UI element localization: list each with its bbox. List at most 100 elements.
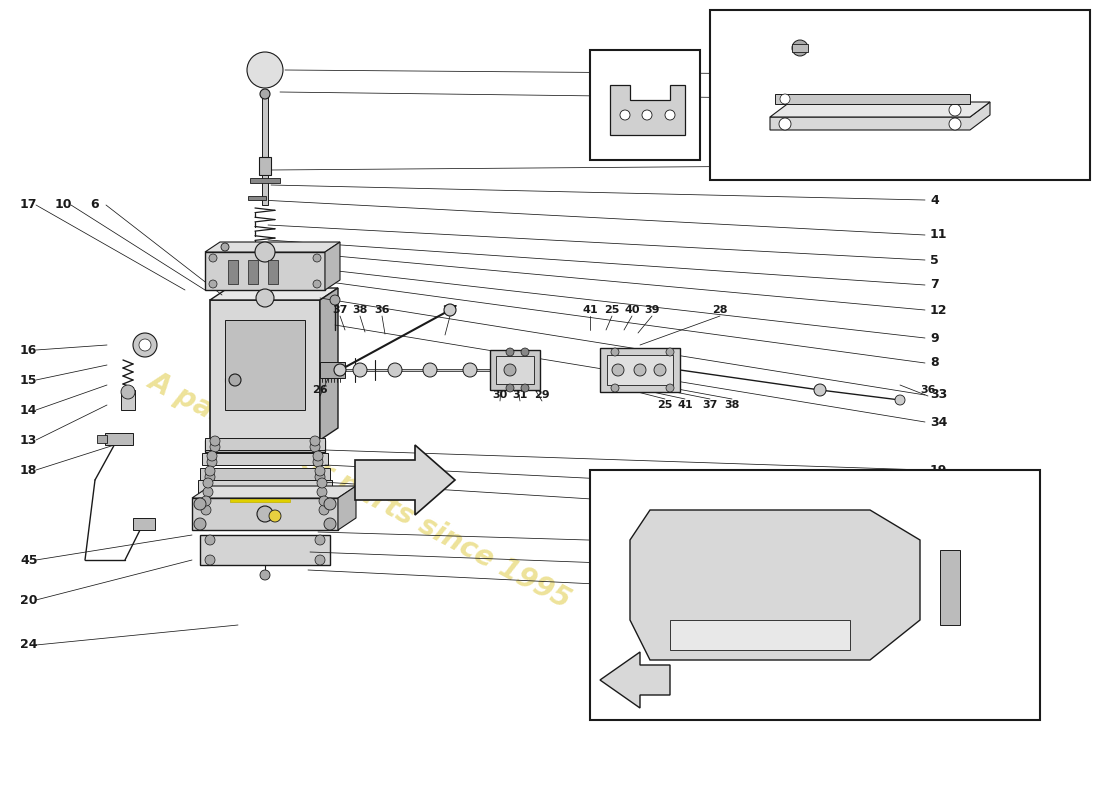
Circle shape — [654, 364, 666, 376]
Circle shape — [260, 570, 270, 580]
Polygon shape — [320, 288, 338, 440]
Text: 35: 35 — [930, 514, 947, 526]
Bar — [205, 252, 324, 290]
Circle shape — [310, 442, 320, 452]
Text: 27: 27 — [442, 305, 458, 315]
Bar — [104, 433, 133, 445]
Circle shape — [463, 363, 477, 377]
Bar — [262, 94, 268, 160]
Bar — [210, 300, 320, 440]
Circle shape — [779, 118, 791, 130]
Circle shape — [324, 518, 336, 530]
Bar — [792, 44, 808, 52]
Text: 17: 17 — [20, 198, 37, 211]
Bar — [590, 470, 1040, 720]
Circle shape — [610, 348, 619, 356]
Circle shape — [610, 384, 619, 392]
Text: 47: 47 — [602, 58, 619, 71]
Text: 8: 8 — [930, 357, 938, 370]
Bar — [262, 175, 268, 205]
Text: 24: 24 — [20, 638, 37, 651]
Text: 34: 34 — [930, 415, 947, 429]
Circle shape — [121, 385, 135, 399]
Text: 44: 44 — [769, 35, 785, 45]
Polygon shape — [338, 486, 356, 530]
Circle shape — [314, 254, 321, 262]
Text: 46: 46 — [930, 489, 947, 502]
Circle shape — [194, 498, 206, 510]
Bar — [670, 620, 850, 650]
Circle shape — [201, 505, 211, 515]
Bar — [200, 468, 330, 480]
Text: 23: 23 — [930, 594, 947, 606]
Circle shape — [194, 518, 206, 530]
Circle shape — [666, 384, 674, 392]
Bar — [196, 498, 334, 513]
Text: 16: 16 — [20, 343, 37, 357]
Text: 25: 25 — [658, 400, 673, 410]
Circle shape — [315, 535, 324, 545]
Polygon shape — [770, 102, 990, 117]
Circle shape — [388, 363, 401, 377]
Polygon shape — [770, 102, 990, 130]
Text: 45: 45 — [20, 554, 37, 566]
Text: 36: 36 — [374, 305, 389, 315]
Text: 37: 37 — [702, 400, 717, 410]
Circle shape — [315, 466, 324, 476]
Circle shape — [792, 40, 808, 56]
Bar — [228, 260, 238, 284]
Circle shape — [666, 110, 675, 120]
Bar — [248, 260, 258, 284]
Text: 38: 38 — [352, 305, 367, 315]
Circle shape — [317, 478, 327, 488]
Text: 1: 1 — [930, 69, 938, 82]
Bar — [258, 157, 271, 175]
Polygon shape — [600, 652, 670, 708]
Polygon shape — [192, 486, 356, 498]
Bar — [710, 10, 1090, 180]
Circle shape — [314, 457, 323, 467]
Circle shape — [330, 295, 340, 305]
Text: A passion for parts since 1995: A passion for parts since 1995 — [144, 366, 576, 614]
Text: 30: 30 — [493, 390, 507, 400]
Circle shape — [201, 496, 211, 506]
Circle shape — [314, 451, 323, 461]
Circle shape — [210, 436, 220, 446]
Bar — [192, 498, 338, 530]
Text: 37: 37 — [332, 305, 348, 315]
Bar — [133, 518, 155, 530]
Circle shape — [642, 110, 652, 120]
Circle shape — [248, 52, 283, 88]
Text: 26: 26 — [312, 385, 328, 395]
Polygon shape — [324, 242, 340, 290]
Polygon shape — [205, 242, 340, 252]
Circle shape — [949, 104, 961, 116]
Bar — [202, 453, 328, 465]
Text: 20: 20 — [20, 594, 37, 606]
Bar — [198, 480, 332, 495]
Text: 31: 31 — [513, 390, 528, 400]
Bar — [600, 348, 680, 392]
Text: 36: 36 — [921, 385, 936, 395]
Bar — [97, 435, 107, 443]
Bar — [230, 499, 290, 502]
Circle shape — [503, 363, 517, 377]
Bar — [121, 390, 135, 410]
Polygon shape — [610, 85, 685, 135]
Circle shape — [620, 110, 630, 120]
Text: 39: 39 — [645, 305, 660, 315]
Polygon shape — [630, 510, 920, 660]
Circle shape — [221, 243, 229, 251]
Text: 28: 28 — [713, 305, 728, 315]
Bar — [205, 440, 324, 452]
Bar — [607, 355, 673, 385]
Text: 21: 21 — [930, 543, 947, 557]
Circle shape — [204, 487, 213, 497]
Polygon shape — [210, 288, 338, 300]
Circle shape — [209, 280, 217, 288]
Bar — [268, 260, 278, 284]
Text: 33: 33 — [930, 389, 947, 402]
Circle shape — [205, 472, 214, 482]
Circle shape — [504, 364, 516, 376]
Circle shape — [319, 496, 329, 506]
